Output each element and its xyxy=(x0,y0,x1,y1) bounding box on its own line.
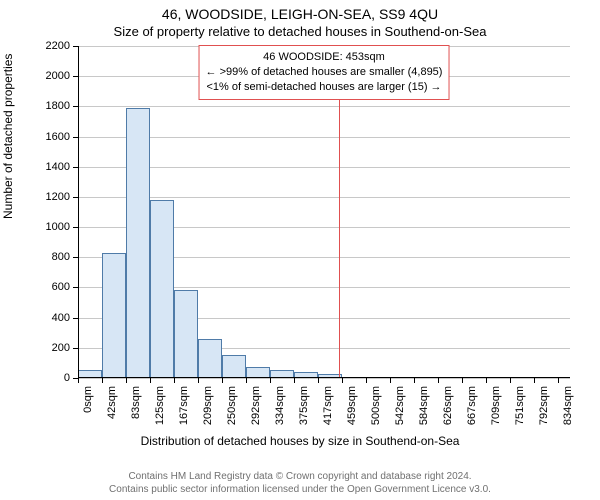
histogram-bar xyxy=(126,108,150,378)
x-tick-mark xyxy=(534,378,535,383)
annotation-box: 46 WOODSIDE: 453sqm← >99% of detached ho… xyxy=(199,45,450,100)
x-tick-label: 500sqm xyxy=(370,386,382,440)
x-tick-label: 542sqm xyxy=(394,386,406,440)
y-tick-mark xyxy=(73,46,78,47)
x-tick-label: 83sqm xyxy=(130,386,142,440)
x-tick-label: 834sqm xyxy=(562,386,574,440)
x-tick-label: 292sqm xyxy=(250,386,262,440)
gridline xyxy=(78,106,570,107)
x-tick-mark xyxy=(390,378,391,383)
y-tick-mark xyxy=(73,227,78,228)
x-tick-mark xyxy=(510,378,511,383)
x-tick-mark xyxy=(318,378,319,383)
y-tick-mark xyxy=(73,167,78,168)
y-tick-mark xyxy=(73,76,78,77)
y-tick-mark xyxy=(73,287,78,288)
y-tick-label: 600 xyxy=(38,281,70,293)
x-tick-mark xyxy=(126,378,127,383)
x-tick-label: 125sqm xyxy=(154,386,166,440)
gridline xyxy=(78,137,570,138)
x-tick-mark xyxy=(438,378,439,383)
x-tick-label: 0sqm xyxy=(82,386,94,440)
x-tick-label: 417sqm xyxy=(322,386,334,440)
gridline xyxy=(78,167,570,168)
x-tick-label: 667sqm xyxy=(466,386,478,440)
y-tick-label: 2000 xyxy=(38,70,70,82)
x-tick-mark xyxy=(366,378,367,383)
chart-plot-area: 46 WOODSIDE: 453sqm← >99% of detached ho… xyxy=(78,46,570,378)
y-axis-line xyxy=(78,46,79,378)
y-tick-label: 1000 xyxy=(38,221,70,233)
x-tick-label: 751sqm xyxy=(514,386,526,440)
annotation-line-3: <1% of semi-detached houses are larger (… xyxy=(206,80,443,95)
y-tick-mark xyxy=(73,318,78,319)
x-tick-mark xyxy=(222,378,223,383)
y-tick-label: 2200 xyxy=(38,40,70,52)
x-tick-mark xyxy=(462,378,463,383)
histogram-bar xyxy=(222,355,246,378)
histogram-bar xyxy=(198,339,222,378)
annotation-line-2: ← >99% of detached houses are smaller (4… xyxy=(206,65,443,80)
y-tick-label: 1200 xyxy=(38,191,70,203)
annotation-line-1: 46 WOODSIDE: 453sqm xyxy=(206,50,443,65)
y-tick-label: 0 xyxy=(38,372,70,384)
x-tick-label: 250sqm xyxy=(226,386,238,440)
x-tick-label: 209sqm xyxy=(202,386,214,440)
x-tick-mark xyxy=(102,378,103,383)
footer-line-2: Contains public sector information licen… xyxy=(109,484,491,495)
footer-line-1: Contains HM Land Registry data © Crown c… xyxy=(128,471,471,482)
x-tick-label: 459sqm xyxy=(346,386,358,440)
y-tick-mark xyxy=(73,348,78,349)
y-tick-label: 1600 xyxy=(38,131,70,143)
gridline xyxy=(78,378,570,379)
y-tick-mark xyxy=(73,197,78,198)
x-tick-label: 792sqm xyxy=(538,386,550,440)
histogram-bar xyxy=(102,253,126,378)
x-axis-line xyxy=(78,377,570,378)
x-tick-label: 42sqm xyxy=(106,386,118,440)
x-tick-mark xyxy=(174,378,175,383)
x-tick-label: 167sqm xyxy=(178,386,190,440)
gridline xyxy=(78,197,570,198)
x-tick-mark xyxy=(486,378,487,383)
histogram-bar xyxy=(150,200,174,378)
x-tick-mark xyxy=(198,378,199,383)
x-tick-mark xyxy=(270,378,271,383)
page-title: 46, WOODSIDE, LEIGH-ON-SEA, SS9 4QU xyxy=(0,0,600,22)
y-tick-label: 1800 xyxy=(38,100,70,112)
x-tick-mark xyxy=(414,378,415,383)
x-tick-label: 626sqm xyxy=(442,386,454,440)
x-tick-mark xyxy=(558,378,559,383)
histogram-bar xyxy=(174,290,198,378)
x-tick-mark xyxy=(342,378,343,383)
x-tick-label: 334sqm xyxy=(274,386,286,440)
y-tick-mark xyxy=(73,257,78,258)
y-tick-mark xyxy=(73,137,78,138)
page-subtitle: Size of property relative to detached ho… xyxy=(0,22,600,39)
y-tick-label: 400 xyxy=(38,312,70,324)
x-tick-label: 584sqm xyxy=(418,386,430,440)
x-tick-mark xyxy=(150,378,151,383)
y-tick-label: 800 xyxy=(38,251,70,263)
x-tick-mark xyxy=(294,378,295,383)
x-tick-label: 709sqm xyxy=(490,386,502,440)
footer-attribution: Contains HM Land Registry data © Crown c… xyxy=(0,470,600,496)
y-tick-label: 200 xyxy=(38,342,70,354)
y-tick-mark xyxy=(73,106,78,107)
x-tick-label: 375sqm xyxy=(298,386,310,440)
y-tick-label: 1400 xyxy=(38,161,70,173)
x-tick-mark xyxy=(78,378,79,383)
x-tick-mark xyxy=(246,378,247,383)
